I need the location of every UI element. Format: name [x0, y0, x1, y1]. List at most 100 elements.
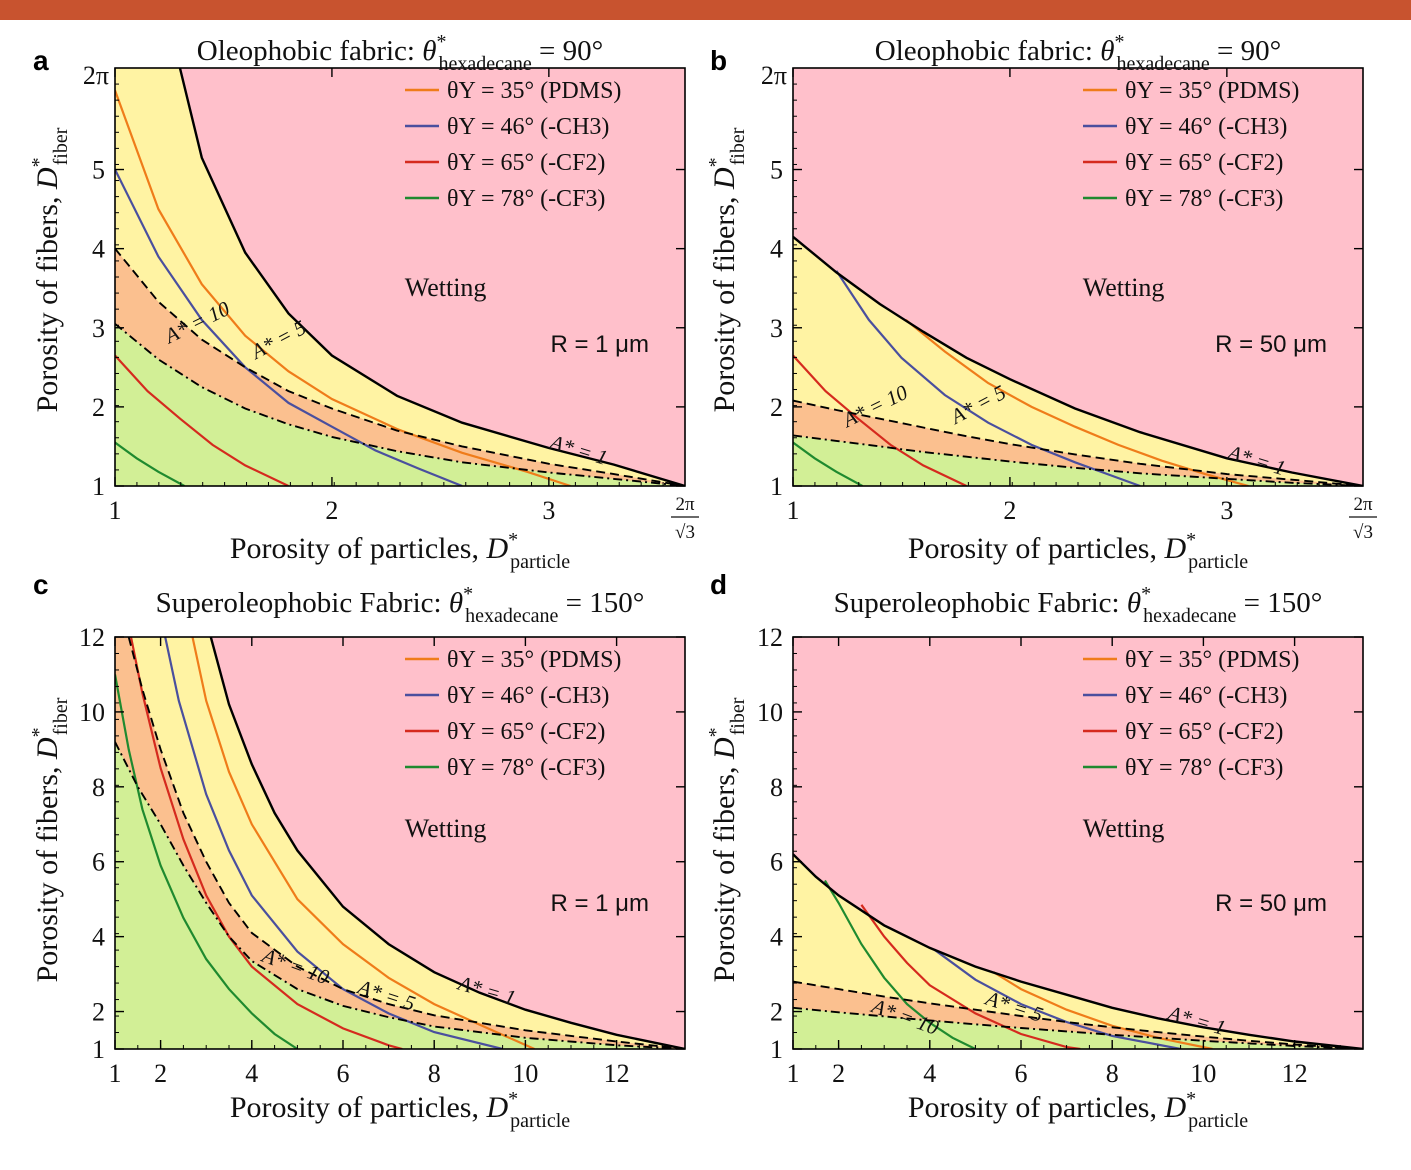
- boundary-a5-line: [127, 637, 685, 1049]
- y-tick-label: 5: [770, 156, 783, 185]
- boundary-a10-line: [793, 1006, 1363, 1049]
- series-ch3-line: [933, 948, 1181, 1049]
- legend-entry-3: θY = 78° (-CF3): [1125, 755, 1283, 781]
- title-subscript: hexadecane: [439, 53, 532, 75]
- title-subscript: hexadecane: [465, 605, 558, 627]
- y-tick-label: 1: [770, 472, 783, 501]
- panel-letter: d: [710, 569, 727, 600]
- y-tick-label: 1: [92, 472, 105, 501]
- x-axis-label: Porosity of particles, D* particle: [908, 529, 1248, 573]
- x-label-superscript: *: [1186, 529, 1196, 551]
- y-tick-label: 12: [79, 623, 105, 652]
- x-tick-label: 4: [923, 1059, 936, 1088]
- x-tick-end-denominator: √3: [675, 522, 695, 543]
- y-tick-label: 6: [92, 848, 105, 877]
- x-tick-label: 3: [542, 496, 555, 525]
- x-tick-label: 10: [512, 1059, 538, 1088]
- x-tick-label: 10: [1190, 1059, 1216, 1088]
- series-pdms-line: [191, 637, 535, 1049]
- robust-region: [793, 1007, 1363, 1049]
- chart-title: Superoleophobic Fabric: θ* hexadecane = 1…: [156, 583, 645, 627]
- boundary-a1-line: [793, 853, 1363, 1049]
- x-tick-label: 12: [1282, 1059, 1308, 1088]
- x-axis-label: Porosity of particles, D* particle: [230, 1088, 570, 1132]
- y-label-superscript: *: [28, 157, 50, 167]
- series-pdms-line: [905, 319, 1249, 486]
- y-label-superscript: *: [705, 157, 727, 167]
- x-tick-label: 6: [1015, 1059, 1028, 1088]
- y-label-text: Porosity of fibers,: [31, 759, 64, 982]
- x-label-subscript: particle: [510, 1110, 570, 1132]
- title-text: Superoleophobic Fabric:: [156, 587, 449, 619]
- y-tick-label: 4: [92, 235, 105, 264]
- y-tick-label: 12: [757, 623, 783, 652]
- x-label-text: Porosity of particles,: [230, 1091, 487, 1124]
- legend-entry-2: θY = 65° (-CF2): [1125, 150, 1283, 176]
- title-value: = 150°: [1236, 587, 1322, 619]
- x-tick-label: 2: [832, 1059, 845, 1088]
- x-label-symbol: D: [486, 532, 509, 565]
- legend-entry-0: θY = 35° (PDMS): [447, 78, 621, 104]
- chart-title: Oleophobic fabric: θ* hexadecane = 90°: [197, 31, 603, 75]
- x-tick-label: 1: [109, 496, 122, 525]
- x-tick-label: 2: [154, 1059, 167, 1088]
- series-cf3-line: [115, 674, 299, 1049]
- y-tick-label: 4: [770, 235, 783, 264]
- wetting-label: Wetting: [1083, 273, 1165, 302]
- panel-letter: c: [33, 569, 49, 600]
- boundary-a1-line: [178, 68, 685, 486]
- y-axis-label: Porosity of fibers, D*fiber: [28, 697, 72, 982]
- robust-region: [793, 435, 1363, 486]
- x-tick-label: 6: [337, 1059, 350, 1088]
- title-theta-symbol: θ: [1127, 587, 1141, 619]
- y-label-text: Porosity of fibers,: [708, 759, 741, 982]
- title-text: Oleophobic fabric:: [197, 35, 422, 67]
- boundary-a10-line: [115, 323, 685, 486]
- series-pdms-line: [993, 971, 1213, 1049]
- legend-entry-3: θY = 78° (-CF3): [447, 186, 605, 212]
- y-tick-label: 8: [92, 773, 105, 802]
- x-label-subscript: particle: [1188, 551, 1248, 573]
- boundary-a1-line: [209, 637, 685, 1049]
- x-tick-label: 2: [325, 496, 338, 525]
- radius-label: R = 50 μm: [1215, 331, 1327, 358]
- plot-frame: [114, 636, 686, 1050]
- title-subscript: hexadecane: [1117, 53, 1210, 75]
- x-label-text: Porosity of particles,: [908, 532, 1165, 565]
- x-tick-end-numerator: 2π: [1353, 494, 1373, 515]
- series-cf2-line: [129, 637, 403, 1049]
- radius-label: R = 50 μm: [1215, 890, 1327, 917]
- x-tick-end-denominator: √3: [1353, 522, 1373, 543]
- legend-entry-2: θY = 65° (-CF2): [1125, 719, 1283, 745]
- chart-title: Oleophobic fabric: θ* hexadecane = 90°: [875, 31, 1281, 75]
- x-axis-label: Porosity of particles, D* particle: [230, 529, 570, 573]
- legend-entry-2: θY = 65° (-CF2): [447, 150, 605, 176]
- legend-entry-1: θY = 46° (-CH3): [1125, 114, 1287, 140]
- title-value: = 90°: [532, 35, 603, 67]
- x-label-symbol: D: [1164, 1091, 1187, 1124]
- x-tick-label: 1: [787, 496, 800, 525]
- y-tick-label: 6: [770, 848, 783, 877]
- y-tick-label: 4: [770, 923, 783, 952]
- y-label-text: Porosity of fibers,: [708, 189, 741, 412]
- x-tick-label: 4: [245, 1059, 258, 1088]
- metastable-region: [793, 236, 1363, 486]
- plot-area: [115, 637, 685, 1049]
- title-theta-symbol: θ: [1100, 35, 1114, 67]
- x-tick-label: 1: [109, 1059, 122, 1088]
- title-superscript: *: [463, 583, 473, 605]
- y-axis-label: Porosity of fibers, D*fiber: [705, 127, 749, 412]
- boundary-a10-line: [793, 434, 1363, 486]
- panel-letter: b: [710, 45, 727, 76]
- boundary-a5-line: [793, 399, 1363, 486]
- y-label-symbol: D: [708, 737, 741, 760]
- title-superscript: *: [437, 31, 447, 53]
- metastable-region: [793, 854, 1363, 1049]
- legend-entry-3: θY = 78° (-CF3): [1125, 186, 1283, 212]
- y-tick-label: 1: [770, 1035, 783, 1064]
- y-label-text: Porosity of fibers,: [31, 189, 64, 412]
